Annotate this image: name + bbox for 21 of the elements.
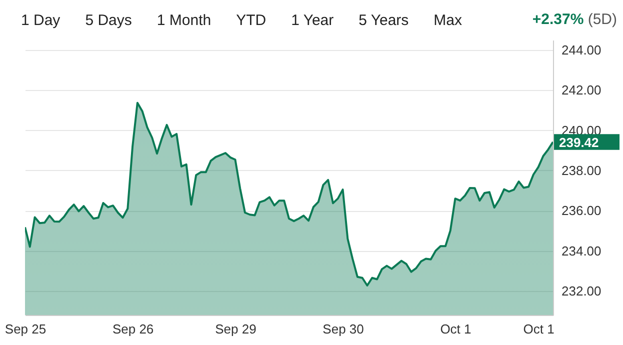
y-tick-label: 232.00 [562,283,602,298]
text: 1 Year [290,10,335,30]
y-tick-label: 236.00 [562,203,602,218]
text: 239.42 [559,134,599,150]
x-tick-label: Oct 1 [523,322,554,336]
x-tick-label: Sep 30 [322,322,364,336]
x-tick-label: Sep 29 [215,322,256,336]
x-tick-label: Oct 1 [440,322,472,336]
chart-subtitle: +2.37% (5D) [532,11,617,28]
y-tick-label: 234.00 [562,243,602,258]
y-tick-label: 242.00 [562,82,602,98]
x-tick-label: Sep 26 [112,322,154,336]
y-tick-label: 244.00 [562,42,602,58]
text: 1 Day [20,10,62,30]
x-tick-label: Sep 25 [4,322,46,336]
text: 5 Days [84,10,133,30]
text: 5 Years [358,10,410,30]
text: YTD [235,10,268,30]
text: Max [432,10,464,30]
y-tick-label: 238.00 [562,162,602,178]
text: 1 Month [156,10,212,30]
